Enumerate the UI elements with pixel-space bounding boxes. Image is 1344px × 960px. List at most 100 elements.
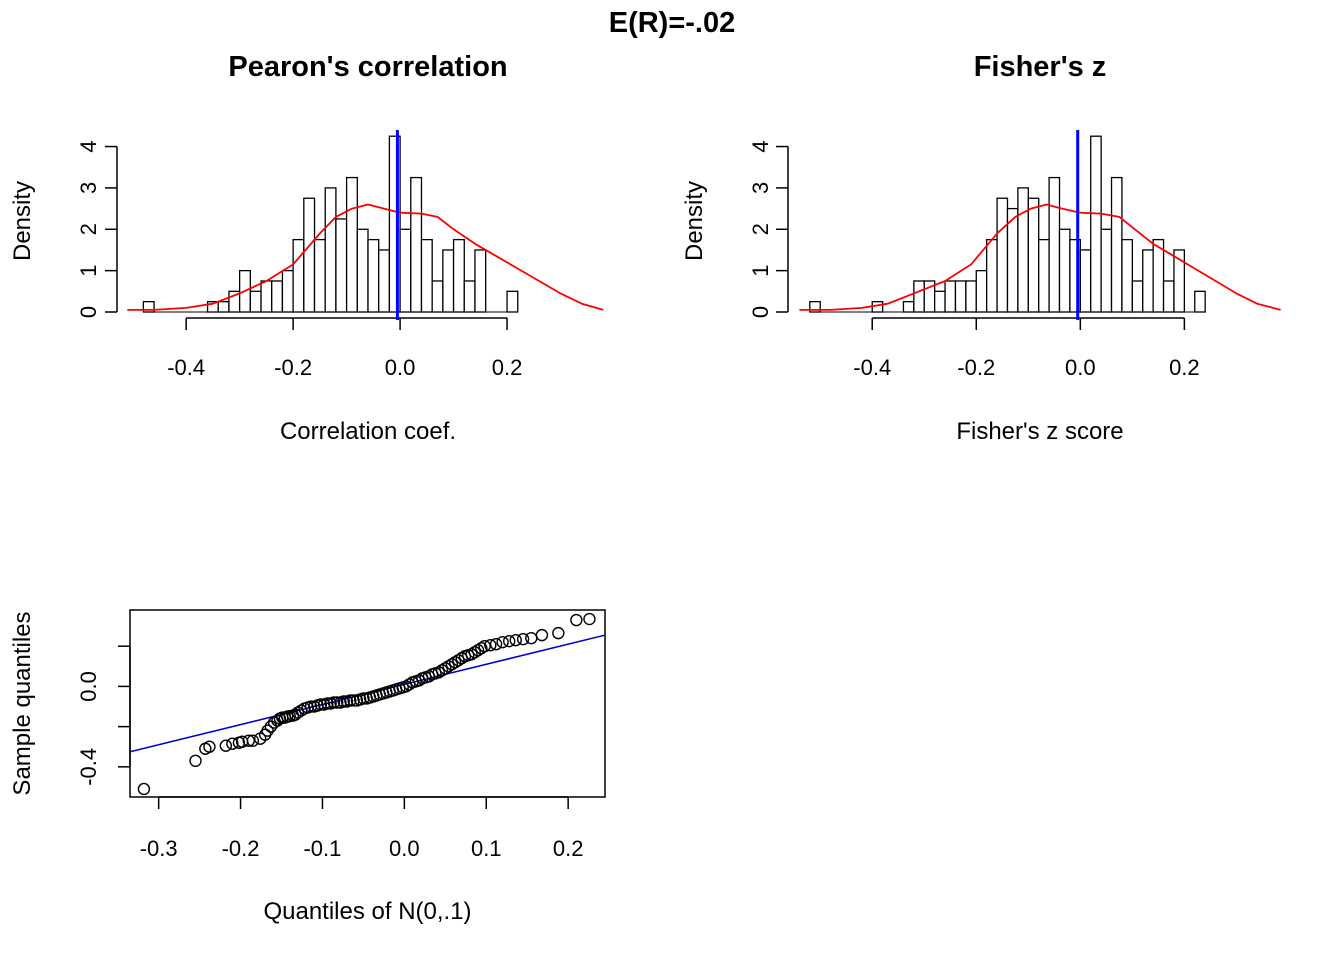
y-tick-label: 2 [76,223,101,235]
histogram-bar [303,197,316,313]
qq-point [439,662,452,675]
x-tick-label: 0.2 [1169,355,1200,380]
qq-point [435,664,449,677]
x-axis-label: Correlation coef. [280,418,456,445]
qq-point [246,734,260,747]
histogram-bar [1121,238,1133,313]
qq-point [337,695,350,708]
histogram-bar [1110,176,1123,313]
y-tick-label: 1 [76,265,101,277]
qq-point [203,740,216,753]
qq-point [471,644,485,657]
histogram-bar [934,290,946,313]
histogram-bar [1006,207,1019,313]
qq-point [570,613,583,627]
density-curve [127,203,604,311]
x-tick-label: -0.4 [167,355,205,380]
panel-pearson-histogram: Pearon's correlation Correlation coef. Den… [9,51,604,445]
qq-point [484,638,497,652]
qq-point [583,612,596,626]
histogram-bar [902,301,915,313]
panel-fisher-histogram: Fisher's z Fisher's z score Density -0.4 -0.… [681,51,1281,445]
histogram-bar [1100,228,1113,313]
y-axis-label: Sample quantiles [9,611,36,795]
panel-qq-plot: Quantiles of N(0,.1) Sample quantiles -0.3… [9,609,606,925]
x-axis-label: Quantiles of N(0,.1) [263,898,471,925]
histogram-bar [388,135,401,313]
qq-point [347,694,360,707]
histogram-bar [1079,249,1092,313]
density-curve [799,203,1281,311]
qq-point [399,680,413,693]
qq-point [535,628,549,642]
x-axis-label: Fisher's z score [956,418,1123,445]
histogram-bar [249,290,262,313]
x-tick-label: 0.0 [385,355,416,380]
y-tick-label: 0 [76,306,101,318]
histogram-bar [1048,176,1061,313]
panel-title: Pearon's correlation [228,51,507,83]
y-tick-label: 0 [748,306,773,318]
qq-point [445,658,459,671]
qq-point [327,696,341,709]
qq-point [344,694,357,707]
qq-point [261,724,274,737]
qq-point [304,700,318,713]
histogram-bar [996,197,1009,313]
qq-point [489,637,503,651]
qq-point [321,697,334,710]
histogram-bar [442,249,455,313]
qq-point [525,631,538,645]
qq-point [475,642,488,655]
y-tick-label: 1 [748,265,773,277]
qq-point [432,666,445,679]
x-tick-label: -0.2 [957,355,995,380]
histogram-bar [292,238,305,313]
x-tick-label: 0.2 [492,355,523,380]
histogram-bar [913,280,925,313]
histogram-bar [281,269,294,313]
histogram-bar [452,238,465,313]
qq-point [452,654,465,667]
qq-point [357,692,370,705]
histogram-bar [1162,280,1175,313]
histogram-bar [217,301,230,313]
histogram-bar [345,176,358,313]
histogram-bar [1194,290,1206,313]
histogram-bar [367,238,380,313]
histogram-bar [1173,249,1186,313]
x-tick-label: -0.3 [140,836,178,861]
histogram-bar [410,176,423,313]
qq-point [478,639,491,653]
histogram-bar [506,290,519,313]
histogram-bar [420,238,433,313]
histogram-bar [260,280,273,313]
qq-point [242,734,255,747]
histogram-bar [271,280,284,313]
x-tick-label: 0.1 [471,836,502,861]
histogram-bar [1017,187,1029,313]
qq-point [226,737,239,750]
histogram-bar [1090,135,1102,313]
qq-point [330,696,344,709]
histogram-bar [313,238,326,313]
histogram-bar [1038,238,1050,313]
histogram-bar [986,238,998,313]
qq-point [448,656,462,669]
figure-title: E(R)=-.02 [609,7,736,39]
x-tick-label: -0.1 [303,836,341,861]
x-tick-label: 0.2 [553,836,584,861]
y-tick-label: -0.4 [76,748,101,786]
histogram-bar [431,280,444,313]
plot-box [129,609,606,798]
y-tick-label: 3 [748,182,773,194]
y-tick-label: 4 [76,140,101,152]
y-axis-label: Density [9,181,36,261]
qq-point [219,739,233,752]
qq-point [137,782,151,796]
histogram-bar [324,187,337,313]
y-tick-label: 4 [748,140,773,152]
histogram-bar [378,249,391,313]
qq-point [189,754,202,768]
